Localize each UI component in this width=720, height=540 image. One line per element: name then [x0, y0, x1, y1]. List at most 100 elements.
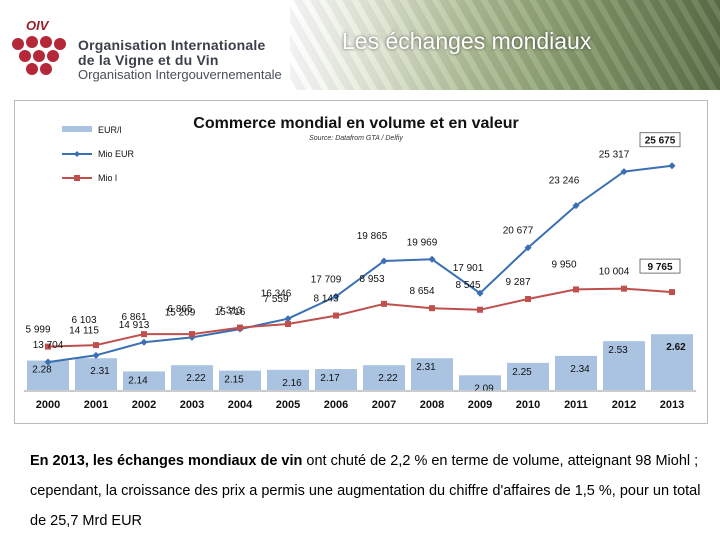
point-mio-eur-2011 [572, 202, 580, 210]
label-mio-eur-2005: 16 346 [261, 289, 292, 300]
label-mio-l-2011: 9 950 [551, 259, 576, 270]
point-mio-l-2013 [669, 289, 675, 296]
point-mio-l-2006 [333, 312, 339, 319]
trade-chart: Commerce mondial en volume et en valeur … [24, 115, 696, 411]
point-mio-eur-2010 [524, 244, 532, 252]
label-mio-eur-2012: 25 317 [599, 150, 630, 161]
oiv-grape-logo-icon [12, 36, 66, 75]
caption-text: ont chuté de 2,2 % en terme de volume, a… [30, 453, 701, 529]
bar-label-2008: 2.31 [416, 362, 436, 373]
bar-2003 [171, 365, 213, 390]
highlight-box [639, 132, 681, 148]
label-mio-l-2006: 8 143 [313, 294, 338, 305]
bar-2004 [219, 370, 261, 390]
x-tick-2007: 2007 [372, 399, 396, 411]
legend-label: Mio EUR [98, 149, 135, 159]
label-mio-l-2000: 5 999 [25, 325, 50, 336]
bar-label-2011: 2.34 [570, 364, 590, 375]
label-mio-eur-2004: 15 716 [215, 307, 246, 318]
bar-label-2012: 2.53 [608, 345, 628, 356]
line-mio-l [47, 287, 673, 348]
bar-label-2000: 2.28 [32, 365, 52, 376]
label-mio-eur-2008: 19 969 [407, 237, 438, 248]
bar-label-2003: 2.22 [186, 373, 206, 384]
bar-2010 [507, 362, 549, 390]
label-mio-l-2008: 8 654 [409, 286, 434, 297]
label-mio-l-2013: 9 765 [647, 262, 672, 273]
point-mio-eur-2002 [140, 338, 148, 346]
org-name-line3: Organisation Intergouvernementale [78, 67, 282, 82]
bar-label-2010: 2.25 [512, 367, 532, 378]
label-mio-l-2007: 8 953 [359, 274, 384, 285]
point-mio-l-2012 [621, 285, 627, 292]
bar-2007 [363, 365, 405, 390]
point-mio-eur-2007 [380, 257, 388, 265]
bar-2008 [411, 358, 453, 390]
label-mio-eur-2001: 14 115 [69, 325, 99, 336]
highlight-box [639, 258, 681, 274]
point-mio-l-2005 [285, 321, 291, 328]
point-mio-l-2007 [381, 300, 387, 307]
point-mio-eur-2012 [620, 168, 628, 176]
label-mio-eur-2013: 25 675 [645, 136, 676, 147]
bar-2001 [75, 358, 117, 390]
legend-swatch [62, 126, 92, 132]
label-mio-eur-2009: 17 901 [453, 263, 484, 274]
legend-label: Mio l [98, 173, 117, 183]
x-tick-2005: 2005 [276, 399, 300, 411]
label-mio-eur-2000: 13 704 [33, 340, 64, 351]
label-mio-l-2002: 6 861 [121, 312, 146, 323]
caption: En 2013, les échanges mondiaux de vin on… [30, 446, 710, 536]
chart-title: Commerce mondial en volume et en valeur [193, 115, 518, 132]
label-mio-l-2009: 8 545 [455, 280, 480, 291]
point-mio-eur-2006 [332, 292, 340, 300]
bar-label-2007: 2.22 [378, 373, 398, 384]
label-mio-l-2005: 7 559 [263, 294, 288, 305]
label-mio-l-2001: 6 103 [71, 315, 96, 326]
label-mio-eur-2002: 14 913 [119, 320, 150, 331]
point-mio-l-2009 [477, 306, 483, 313]
org-name-line2: de la Vigne et du Vin [78, 52, 219, 68]
point-mio-eur-2013 [668, 162, 676, 170]
x-tick-2006: 2006 [324, 399, 348, 411]
point-mio-l-2001 [93, 342, 99, 349]
label-mio-eur-2007: 19 865 [357, 231, 388, 242]
bar-label-2013: 2.62 [666, 342, 686, 353]
line-labels: 13 704 14 115 14 913 15 209 15 716 16 346 17 7… [25, 132, 681, 351]
bar-2009 [459, 375, 501, 390]
bar-series [27, 334, 693, 390]
x-tick-2012: 2012 [612, 399, 636, 411]
legend-item-0: EUR/l [62, 125, 122, 135]
line-series [44, 162, 676, 366]
point-mio-eur-2009 [476, 289, 484, 297]
logo-text: OIV [26, 18, 49, 33]
point-mio-l-2002 [141, 331, 147, 338]
bar-label-2006: 2.17 [320, 373, 340, 384]
bar-2005 [267, 369, 309, 390]
bar-2012 [603, 341, 645, 390]
point-mio-eur-2000 [44, 358, 52, 366]
bar-label-2009: 2.09 [474, 383, 494, 394]
label-mio-eur-2011: 23 246 [549, 176, 580, 187]
line-mio-eur [47, 164, 673, 364]
bar-2002 [123, 371, 165, 390]
legend-label: EUR/l [98, 125, 122, 135]
chart-legend: EUR/l Mio EUR Mio l [62, 125, 135, 183]
x-axis-ticks: 2000 2001 2002 2003 2004 2005 2006 2007 2008 2009… [24, 390, 696, 411]
bar-label-2001: 2.31 [90, 366, 110, 377]
label-mio-l-2012: 10 004 [599, 267, 630, 278]
header: OIV Organisation Internationale de la Vi… [0, 0, 720, 90]
slide-title: Les échanges mondiaux [342, 28, 592, 54]
label-mio-l-2010: 9 287 [505, 277, 530, 288]
point-mio-l-2010 [525, 296, 531, 303]
point-mio-l-2000 [45, 343, 51, 350]
label-mio-eur-2006: 17 709 [311, 274, 342, 285]
bar-label-2005: 2.16 [282, 378, 302, 389]
point-mio-l-2011 [573, 286, 579, 293]
x-tick-2013: 2013 [660, 399, 684, 411]
x-tick-2009: 2009 [468, 399, 492, 411]
point-mio-l-2008 [429, 305, 435, 312]
point-mio-l-2003 [189, 331, 195, 338]
bar-2011 [555, 355, 597, 390]
x-tick-2000: 2000 [36, 399, 60, 411]
